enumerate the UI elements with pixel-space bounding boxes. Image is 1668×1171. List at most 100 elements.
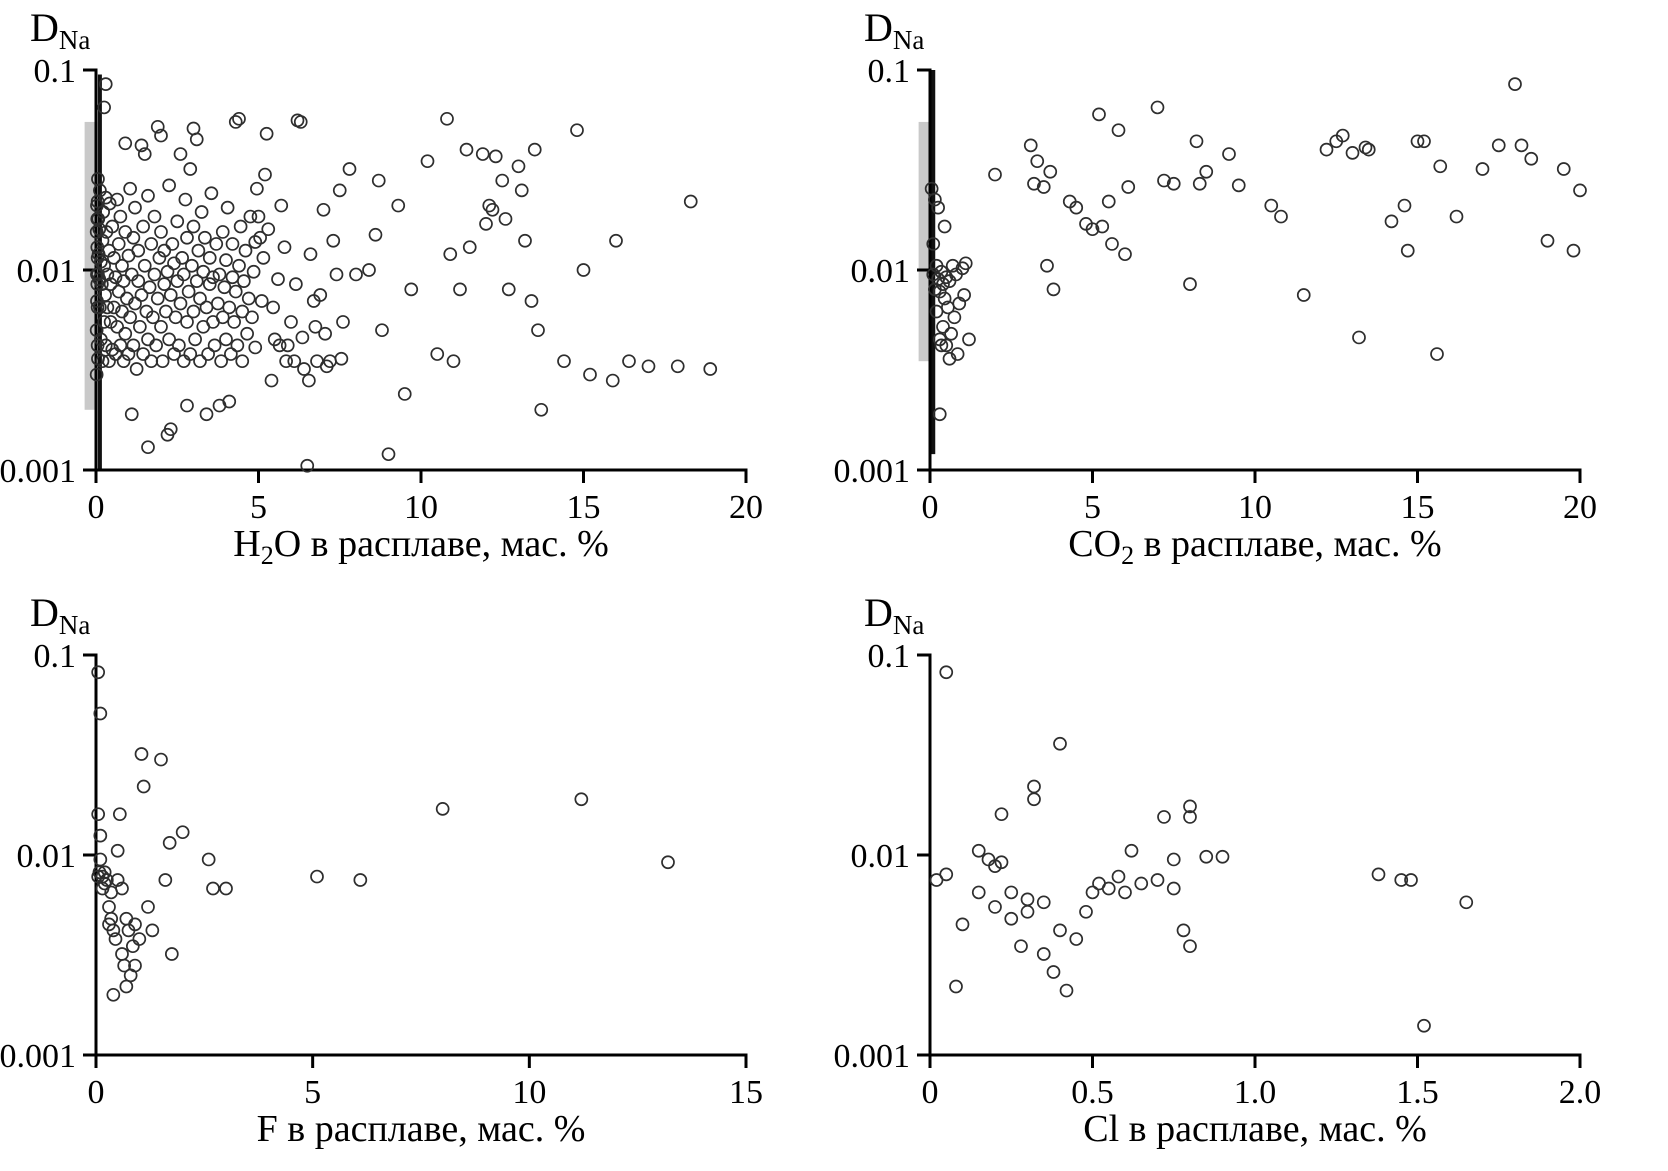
data-point [90, 300, 105, 315]
data-point [124, 407, 139, 422]
data-point [176, 354, 191, 369]
data-point [193, 291, 207, 306]
data-point [1361, 142, 1376, 157]
x-axis-title-post: в расплаве, мас. % [1119, 1108, 1427, 1150]
data-point [147, 267, 162, 282]
data-point [440, 111, 454, 126]
data-point [1183, 277, 1197, 291]
data-point [1296, 288, 1311, 302]
data-point [230, 338, 245, 353]
data-point [158, 873, 173, 887]
data-point [1335, 128, 1350, 143]
data-point [150, 291, 165, 306]
data-point [947, 310, 962, 325]
data-point [164, 947, 179, 961]
data-point [128, 200, 142, 215]
data-point [162, 332, 176, 347]
data-point [206, 270, 220, 285]
data-point [116, 354, 131, 369]
data-point [332, 183, 347, 198]
data-point [246, 264, 261, 279]
y-axis-title-sub: Na [892, 610, 925, 640]
data-point [939, 270, 954, 285]
data-point [191, 243, 206, 258]
scatter-plot-h2o: 0 5 10 15 20 0.1 0.01 0.001 [0, 53, 763, 526]
data-point [119, 911, 134, 926]
data-point [641, 359, 656, 374]
data-point [134, 138, 149, 153]
data-point [215, 225, 230, 239]
axis-line [94, 68, 748, 472]
data-point [165, 237, 180, 251]
data-point [118, 225, 133, 239]
data-point [131, 243, 146, 258]
data-point [988, 167, 1002, 182]
data-point [1004, 885, 1019, 900]
data-point [212, 267, 227, 282]
data-point [145, 923, 160, 938]
y-tick-label: 0.1 [868, 53, 911, 90]
data-point [173, 296, 188, 311]
data-point [622, 354, 636, 369]
data-point [381, 447, 396, 462]
data-point [362, 263, 376, 277]
data-point [326, 233, 341, 248]
data-point [443, 247, 458, 262]
data-point [1166, 176, 1181, 191]
data-point [107, 300, 121, 315]
data-point [557, 354, 571, 369]
data-point [934, 338, 949, 353]
data-point [958, 256, 973, 271]
data-point [420, 154, 435, 169]
data-point [248, 235, 263, 249]
data-point [118, 136, 133, 151]
x-axis-title-sub: 2 [260, 541, 274, 570]
data-point [128, 296, 142, 311]
data-point [1183, 810, 1197, 824]
data-point [258, 167, 272, 182]
data-point [232, 111, 246, 126]
data-point [703, 362, 718, 376]
data-point [155, 354, 170, 369]
data-point [1459, 895, 1474, 910]
data-point [932, 407, 947, 422]
data-point [91, 267, 105, 282]
data-point [256, 251, 271, 265]
data-point [90, 338, 105, 353]
x-tick-label: 15 [567, 489, 601, 526]
y-tick-label: 0.1 [868, 638, 911, 675]
data-point [149, 338, 163, 353]
data-point [90, 212, 105, 226]
data-point [924, 181, 939, 196]
data-point [435, 802, 450, 816]
data-point [186, 219, 201, 234]
data-point [93, 706, 108, 721]
data-point [931, 200, 945, 215]
data-point [119, 979, 134, 994]
data-point [1345, 146, 1360, 160]
x-tick-label: 5 [1084, 489, 1101, 526]
data-point [605, 373, 620, 388]
data-point [150, 119, 165, 134]
data-point [134, 747, 149, 761]
data-point [279, 354, 293, 369]
data-point [215, 310, 230, 325]
data-point [254, 294, 269, 308]
x-axis-title-pre: F [256, 1108, 278, 1150]
data-point [1192, 176, 1207, 191]
data-point [514, 183, 529, 198]
data-point [137, 147, 152, 161]
data-point [228, 284, 243, 299]
data-point [110, 192, 124, 207]
data-point [303, 247, 318, 262]
data-point [371, 173, 386, 188]
data-point [90, 198, 104, 213]
scatter-plot-f: 0 5 10 15 0.1 0.01 0.001 [0, 638, 763, 1111]
data-point [297, 362, 311, 376]
data-point [250, 181, 264, 196]
data-point [245, 310, 259, 325]
data-point [259, 126, 274, 141]
data-point [175, 251, 189, 265]
data-point [222, 300, 237, 315]
data-point [1157, 810, 1171, 824]
